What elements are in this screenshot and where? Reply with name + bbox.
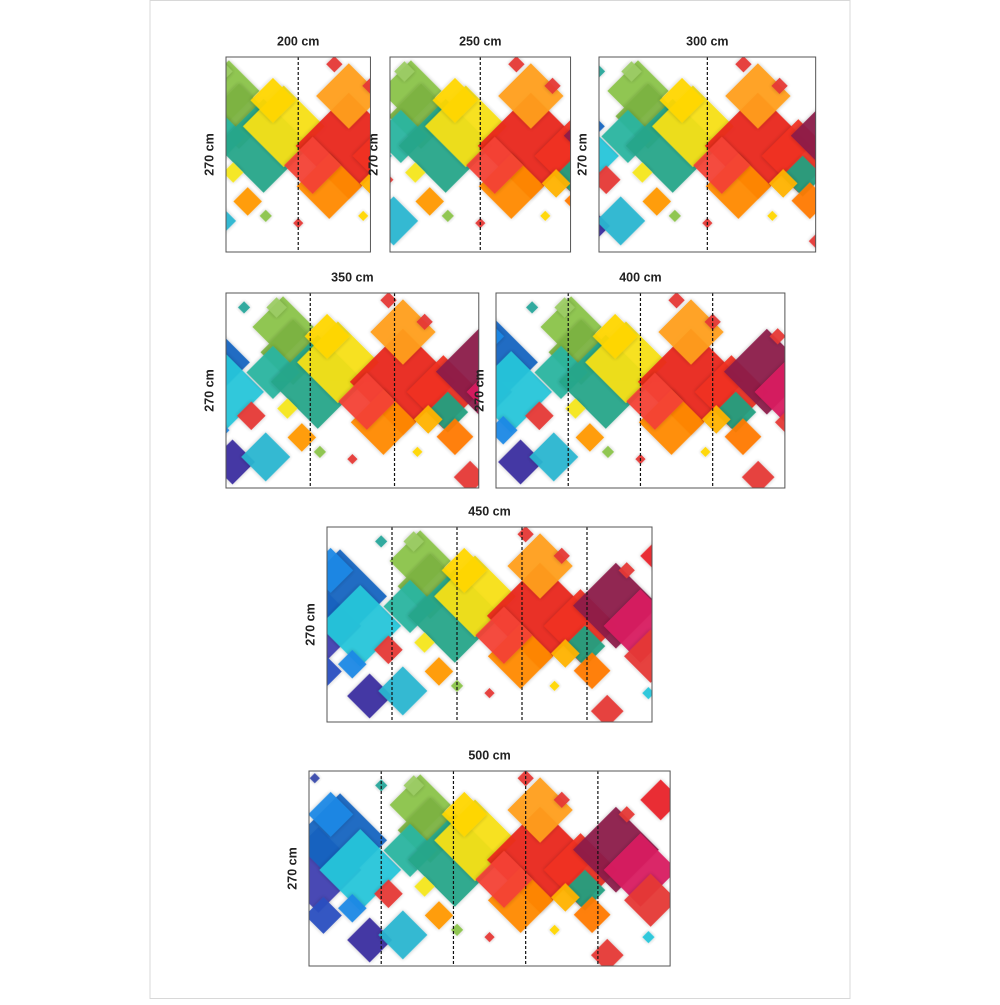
width-label: 200 cm xyxy=(277,34,319,48)
size-panel: 250 cm 270 cm xyxy=(366,34,572,253)
height-label: 270 cm xyxy=(575,133,589,175)
width-label: 350 cm xyxy=(331,270,373,284)
size-panel: 300 cm 270 cm xyxy=(575,34,817,253)
height-label: 270 cm xyxy=(202,133,216,175)
size-panel: 200 cm 270 cm xyxy=(202,34,371,253)
size-panel: 350 cm 270 cm xyxy=(202,270,480,489)
wallpaper-preview xyxy=(327,527,652,722)
size-panel: 450 cm 270 cm xyxy=(303,504,653,723)
panel-border xyxy=(326,526,653,723)
panel-border xyxy=(225,292,480,489)
panel-border xyxy=(308,770,671,967)
wallpaper-preview xyxy=(309,771,681,966)
width-label: 300 cm xyxy=(686,34,728,48)
height-label: 270 cm xyxy=(366,133,380,175)
size-panel: 500 cm 270 cm xyxy=(285,748,681,967)
width-label: 250 cm xyxy=(459,34,501,48)
wallpaper-preview xyxy=(226,293,479,488)
height-label: 270 cm xyxy=(472,369,486,411)
panel-border xyxy=(225,56,371,253)
width-label: 400 cm xyxy=(619,270,661,284)
panel-border xyxy=(495,292,786,489)
height-label: 270 cm xyxy=(202,369,216,411)
panel-border xyxy=(598,56,817,253)
size-panel: 400 cm 270 cm xyxy=(472,270,786,489)
height-label: 270 cm xyxy=(303,603,317,645)
panel-border xyxy=(389,56,572,253)
width-label: 500 cm xyxy=(468,748,510,762)
width-label: 450 cm xyxy=(468,504,510,518)
height-label: 270 cm xyxy=(285,847,299,889)
